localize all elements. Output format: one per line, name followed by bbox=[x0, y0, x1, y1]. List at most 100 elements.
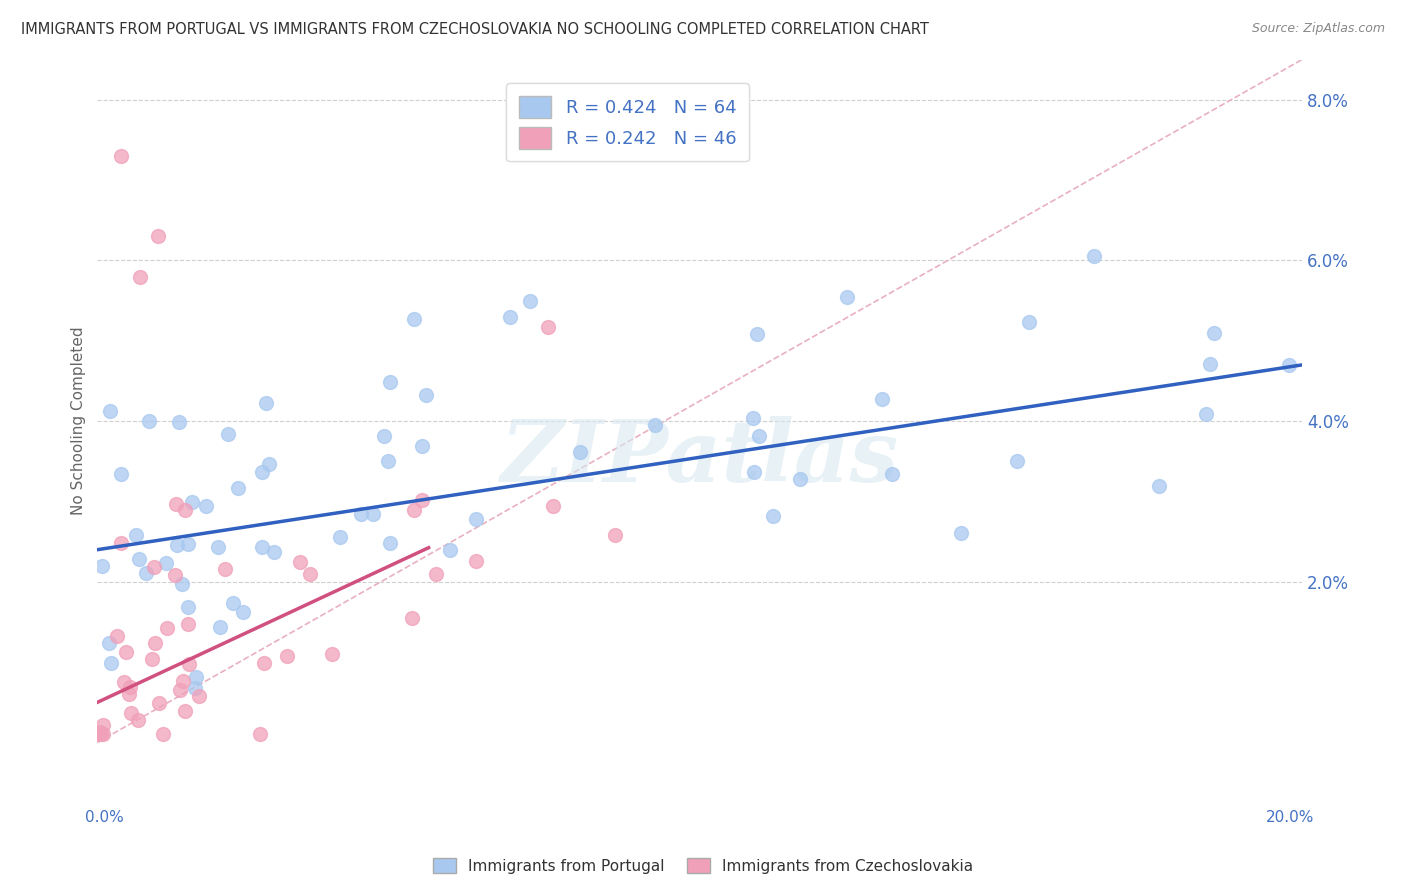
Point bbox=[465, 512, 488, 526]
Point bbox=[411, 439, 433, 453]
Legend: Immigrants from Portugal, Immigrants from Czechoslovakia: Immigrants from Portugal, Immigrants fro… bbox=[426, 852, 980, 880]
Point bbox=[156, 621, 179, 635]
Point bbox=[146, 229, 169, 244]
Point bbox=[603, 528, 626, 542]
Point bbox=[541, 500, 564, 514]
Point bbox=[742, 410, 765, 425]
Point bbox=[748, 428, 770, 442]
Point bbox=[762, 508, 785, 523]
Point bbox=[537, 320, 560, 334]
Point bbox=[1199, 357, 1222, 371]
Point bbox=[135, 566, 157, 580]
Point bbox=[89, 725, 111, 739]
Y-axis label: No Schooling Completed: No Schooling Completed bbox=[72, 326, 86, 516]
Point bbox=[188, 689, 211, 703]
Point bbox=[194, 500, 217, 514]
Point bbox=[498, 310, 520, 324]
Point bbox=[1277, 358, 1299, 372]
Point bbox=[257, 458, 280, 472]
Point bbox=[105, 629, 128, 643]
Point bbox=[361, 507, 384, 521]
Point bbox=[127, 713, 149, 727]
Point bbox=[380, 375, 402, 389]
Point bbox=[519, 293, 541, 308]
Point bbox=[742, 465, 765, 479]
Point bbox=[1147, 479, 1170, 493]
Point bbox=[321, 647, 343, 661]
Point bbox=[141, 652, 163, 666]
Point bbox=[173, 502, 195, 516]
Point bbox=[118, 687, 141, 701]
Point bbox=[350, 507, 373, 521]
Point bbox=[276, 648, 298, 663]
Point bbox=[747, 326, 769, 341]
Point bbox=[163, 567, 186, 582]
Point bbox=[226, 481, 249, 495]
Point bbox=[214, 562, 236, 576]
Point bbox=[166, 538, 188, 552]
Point bbox=[169, 683, 191, 698]
Point bbox=[170, 577, 193, 591]
Point bbox=[254, 396, 277, 410]
Point bbox=[167, 415, 190, 429]
Point bbox=[177, 657, 200, 672]
Point bbox=[152, 727, 174, 741]
Point bbox=[125, 528, 148, 542]
Text: ZIPatlas: ZIPatlas bbox=[501, 416, 898, 499]
Point bbox=[288, 555, 311, 569]
Point bbox=[249, 727, 271, 741]
Point bbox=[143, 636, 166, 650]
Point bbox=[115, 645, 138, 659]
Point bbox=[118, 681, 141, 695]
Point bbox=[148, 697, 170, 711]
Point bbox=[186, 670, 208, 684]
Point bbox=[1195, 407, 1218, 421]
Point bbox=[263, 545, 285, 559]
Point bbox=[465, 553, 488, 567]
Point bbox=[404, 503, 426, 517]
Text: IMMIGRANTS FROM PORTUGAL VS IMMIGRANTS FROM CZECHOSLOVAKIA NO SCHOOLING COMPLETE: IMMIGRANTS FROM PORTUGAL VS IMMIGRANTS F… bbox=[21, 22, 929, 37]
Point bbox=[89, 727, 111, 741]
Point bbox=[98, 404, 121, 418]
Point bbox=[401, 611, 423, 625]
Text: 20.0%: 20.0% bbox=[1265, 811, 1315, 825]
Point bbox=[373, 429, 395, 443]
Point bbox=[91, 727, 114, 741]
Point bbox=[110, 536, 132, 550]
Point bbox=[217, 426, 239, 441]
Point bbox=[789, 472, 811, 486]
Point bbox=[112, 674, 135, 689]
Point bbox=[128, 551, 150, 566]
Point bbox=[172, 673, 194, 688]
Point bbox=[250, 540, 273, 554]
Point bbox=[87, 727, 110, 741]
Point bbox=[250, 465, 273, 479]
Point bbox=[176, 600, 198, 615]
Text: Source: ZipAtlas.com: Source: ZipAtlas.com bbox=[1251, 22, 1385, 36]
Point bbox=[232, 605, 254, 619]
Text: 0.0%: 0.0% bbox=[86, 811, 124, 825]
Point bbox=[128, 269, 150, 284]
Point bbox=[880, 467, 903, 481]
Point bbox=[644, 418, 666, 433]
Point bbox=[176, 616, 198, 631]
Point bbox=[411, 492, 433, 507]
Point bbox=[1083, 249, 1105, 263]
Point bbox=[98, 635, 121, 649]
Point bbox=[209, 620, 232, 634]
Point bbox=[165, 497, 187, 511]
Point bbox=[90, 559, 112, 574]
Point bbox=[835, 290, 858, 304]
Point bbox=[299, 567, 322, 582]
Point bbox=[120, 706, 142, 720]
Point bbox=[143, 560, 166, 574]
Point bbox=[110, 467, 132, 482]
Point bbox=[207, 540, 229, 554]
Point bbox=[222, 596, 245, 610]
Point bbox=[377, 454, 399, 468]
Point bbox=[155, 556, 177, 570]
Point bbox=[174, 704, 197, 718]
Point bbox=[183, 681, 205, 695]
Point bbox=[415, 388, 437, 402]
Point bbox=[1005, 454, 1028, 468]
